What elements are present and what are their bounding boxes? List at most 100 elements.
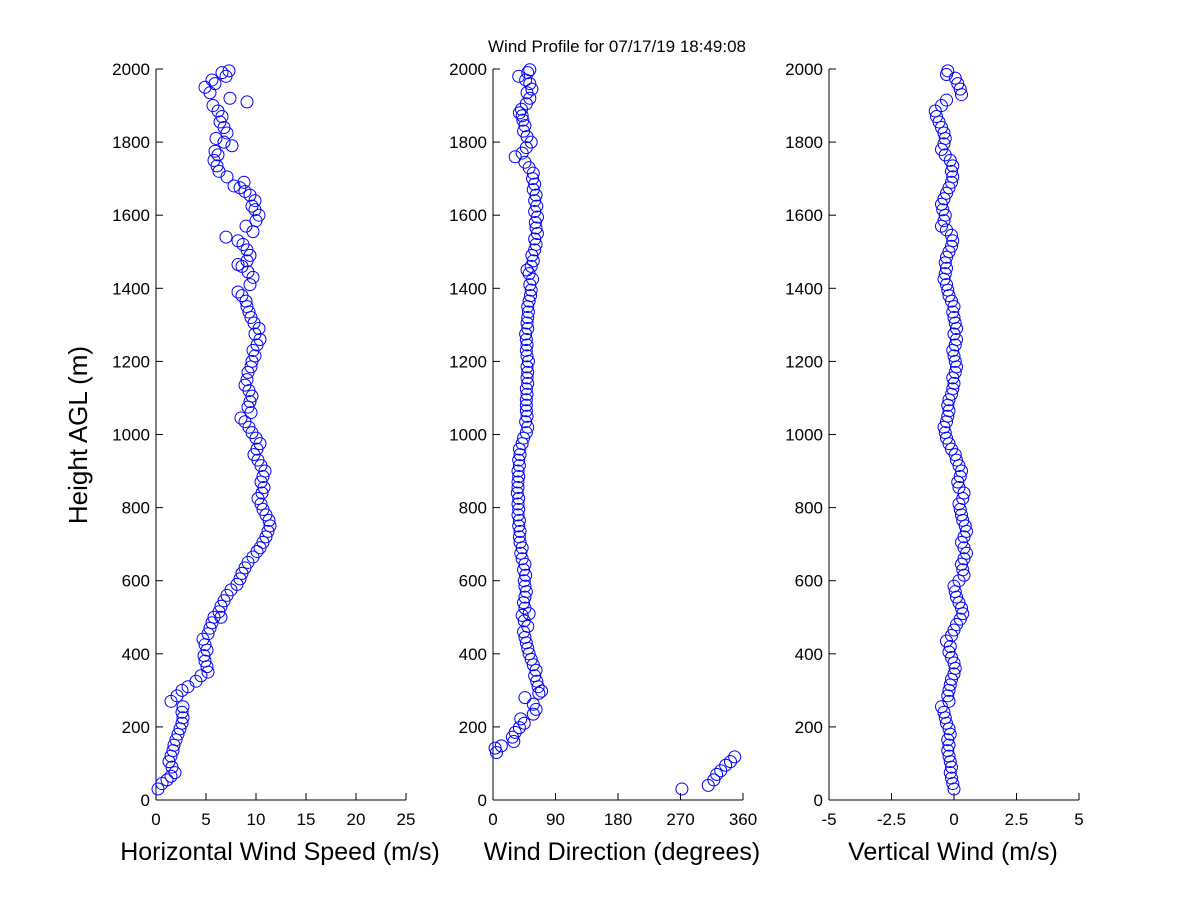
data-point-marker bbox=[710, 767, 724, 781]
data-point-marker bbox=[524, 289, 537, 303]
data-point-marker bbox=[238, 378, 252, 392]
data-point-marker bbox=[220, 170, 234, 184]
data-point-marker bbox=[519, 568, 533, 582]
data-point-marker bbox=[522, 267, 536, 281]
data-point-marker bbox=[518, 601, 532, 615]
data-point-marker bbox=[240, 373, 254, 387]
data-point-marker bbox=[519, 332, 533, 346]
data-point-marker bbox=[511, 475, 525, 489]
data-point-marker bbox=[519, 404, 533, 418]
data-point-marker bbox=[941, 733, 955, 747]
data-point-marker bbox=[955, 464, 968, 478]
y-tick-label: 200 bbox=[122, 718, 150, 737]
data-point-marker bbox=[947, 349, 961, 363]
data-point-marker bbox=[512, 453, 526, 467]
data-point-marker bbox=[222, 64, 236, 78]
data-point-marker bbox=[515, 109, 529, 123]
data-point-marker bbox=[953, 82, 967, 96]
data-point-marker bbox=[945, 650, 958, 664]
data-point-marker bbox=[212, 164, 226, 178]
data-point-marker bbox=[953, 470, 967, 484]
data-point-marker bbox=[517, 614, 531, 628]
data-point-marker bbox=[955, 601, 968, 615]
y-tick-label: 1800 bbox=[449, 133, 487, 152]
data-point-marker bbox=[521, 420, 535, 434]
data-point-marker bbox=[945, 164, 958, 178]
y-tick-label: 1000 bbox=[785, 426, 823, 445]
data-point-marker bbox=[256, 502, 270, 516]
data-point-marker bbox=[521, 305, 535, 319]
data-point-marker bbox=[524, 283, 538, 297]
data-point-marker bbox=[160, 773, 174, 787]
data-point-marker bbox=[955, 535, 968, 549]
data-point-marker bbox=[512, 530, 526, 544]
x-tick-label: 5 bbox=[1074, 810, 1083, 829]
data-point-marker bbox=[211, 148, 225, 162]
data-point-marker bbox=[231, 234, 245, 248]
data-point-marker bbox=[946, 305, 960, 319]
data-point-marker bbox=[947, 667, 961, 681]
data-point-marker bbox=[512, 721, 526, 735]
data-point-marker bbox=[941, 409, 955, 423]
data-point-marker bbox=[214, 610, 228, 624]
data-point-marker bbox=[521, 376, 535, 390]
data-point-marker bbox=[526, 254, 540, 268]
data-point-marker bbox=[945, 239, 958, 253]
data-point-marker bbox=[512, 502, 526, 516]
data-point-marker bbox=[522, 294, 536, 308]
data-point-marker bbox=[225, 139, 239, 153]
data-point-marker bbox=[513, 448, 527, 462]
data-point-marker bbox=[176, 700, 190, 714]
data-point-marker bbox=[249, 431, 263, 445]
data-point-marker bbox=[935, 197, 948, 211]
data-point-marker bbox=[238, 415, 252, 429]
data-point-marker bbox=[512, 69, 526, 83]
data-point-marker bbox=[941, 744, 955, 758]
x-axis-label: Vertical Wind (m/s) bbox=[848, 838, 1058, 866]
y-tick-label: 1400 bbox=[785, 279, 823, 298]
data-point-marker bbox=[518, 590, 532, 604]
data-point-marker bbox=[206, 99, 220, 113]
data-point-marker bbox=[514, 712, 528, 726]
data-point-marker bbox=[243, 278, 257, 292]
data-point-marker bbox=[248, 349, 262, 363]
data-point-marker bbox=[243, 395, 257, 409]
data-point-marker bbox=[948, 338, 962, 352]
y-tick-label: 0 bbox=[814, 791, 823, 810]
data-point-marker bbox=[945, 771, 958, 785]
data-point-marker bbox=[528, 177, 542, 191]
data-point-marker bbox=[518, 155, 532, 169]
data-point-marker bbox=[521, 322, 535, 336]
y-tick-label: 400 bbox=[795, 645, 823, 664]
data-point-marker bbox=[231, 285, 245, 299]
data-point-marker bbox=[947, 311, 961, 325]
data-point-marker bbox=[945, 442, 958, 456]
y-tick-label: 1200 bbox=[785, 352, 823, 371]
data-point-marker bbox=[239, 219, 253, 233]
data-point-marker bbox=[519, 393, 533, 407]
data-point-marker bbox=[516, 113, 530, 127]
y-tick-label: 1600 bbox=[449, 206, 487, 225]
data-point-marker bbox=[946, 234, 960, 248]
data-point-marker bbox=[519, 415, 533, 429]
figure-title: Wind Profile for 07/17/19 18:49:08 bbox=[488, 37, 746, 56]
y-tick-label: 400 bbox=[459, 645, 487, 664]
y-tick-label: 1800 bbox=[112, 133, 150, 152]
data-point-marker bbox=[940, 186, 953, 200]
data-point-marker bbox=[512, 459, 526, 473]
y-tick-label: 1000 bbox=[112, 426, 150, 445]
data-point-marker bbox=[488, 741, 502, 755]
data-point-marker bbox=[233, 572, 247, 586]
data-point-marker bbox=[209, 131, 223, 145]
y-tick-label: 600 bbox=[459, 572, 487, 591]
data-point-marker bbox=[515, 608, 529, 622]
data-point-marker bbox=[520, 86, 534, 100]
wind-direction-plot: 0 200 400 600 800 1000 1200 1400 1600 1800 2000 0 90… bbox=[449, 60, 760, 866]
data-point-marker bbox=[526, 697, 540, 711]
data-point-marker bbox=[519, 585, 533, 599]
data-point-marker bbox=[935, 120, 948, 134]
data-point-marker bbox=[261, 524, 275, 538]
data-point-marker bbox=[940, 93, 953, 107]
data-point-marker bbox=[511, 508, 525, 522]
